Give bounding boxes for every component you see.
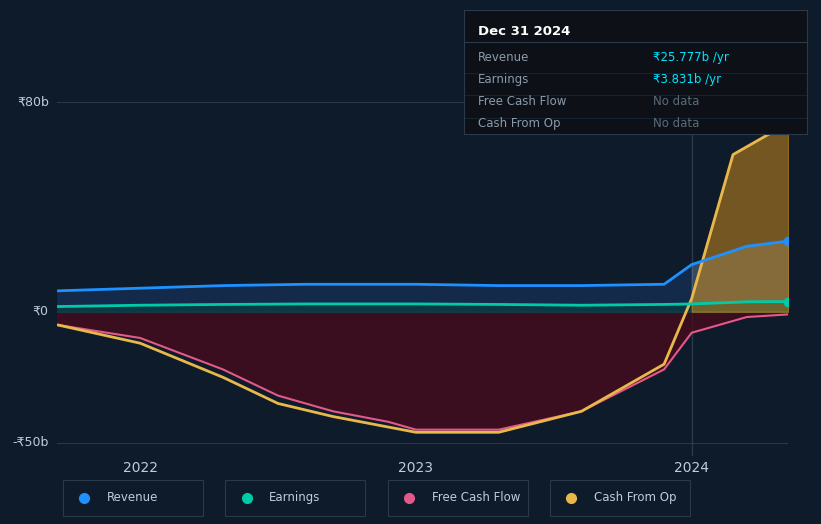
Text: Cash From Op: Cash From Op xyxy=(594,492,677,504)
FancyBboxPatch shape xyxy=(388,480,528,516)
Text: Free Cash Flow: Free Cash Flow xyxy=(478,95,566,108)
Text: Earnings: Earnings xyxy=(269,492,321,504)
Text: Past: Past xyxy=(759,100,785,113)
Text: Revenue: Revenue xyxy=(478,51,529,64)
FancyBboxPatch shape xyxy=(226,480,365,516)
Text: Dec 31 2024: Dec 31 2024 xyxy=(478,25,570,38)
FancyBboxPatch shape xyxy=(550,480,690,516)
Text: ₹80b: ₹80b xyxy=(16,96,48,108)
Text: ₹25.777b /yr: ₹25.777b /yr xyxy=(653,51,728,64)
Text: Revenue: Revenue xyxy=(107,492,158,504)
Text: Cash From Op: Cash From Op xyxy=(478,117,560,130)
Text: Earnings: Earnings xyxy=(478,73,529,86)
FancyBboxPatch shape xyxy=(63,480,203,516)
Text: ₹0: ₹0 xyxy=(33,305,48,318)
Text: Free Cash Flow: Free Cash Flow xyxy=(432,492,520,504)
Text: ₹3.831b /yr: ₹3.831b /yr xyxy=(653,73,721,86)
Text: -₹50b: -₹50b xyxy=(12,436,48,449)
Text: No data: No data xyxy=(653,95,699,108)
Text: No data: No data xyxy=(653,117,699,130)
